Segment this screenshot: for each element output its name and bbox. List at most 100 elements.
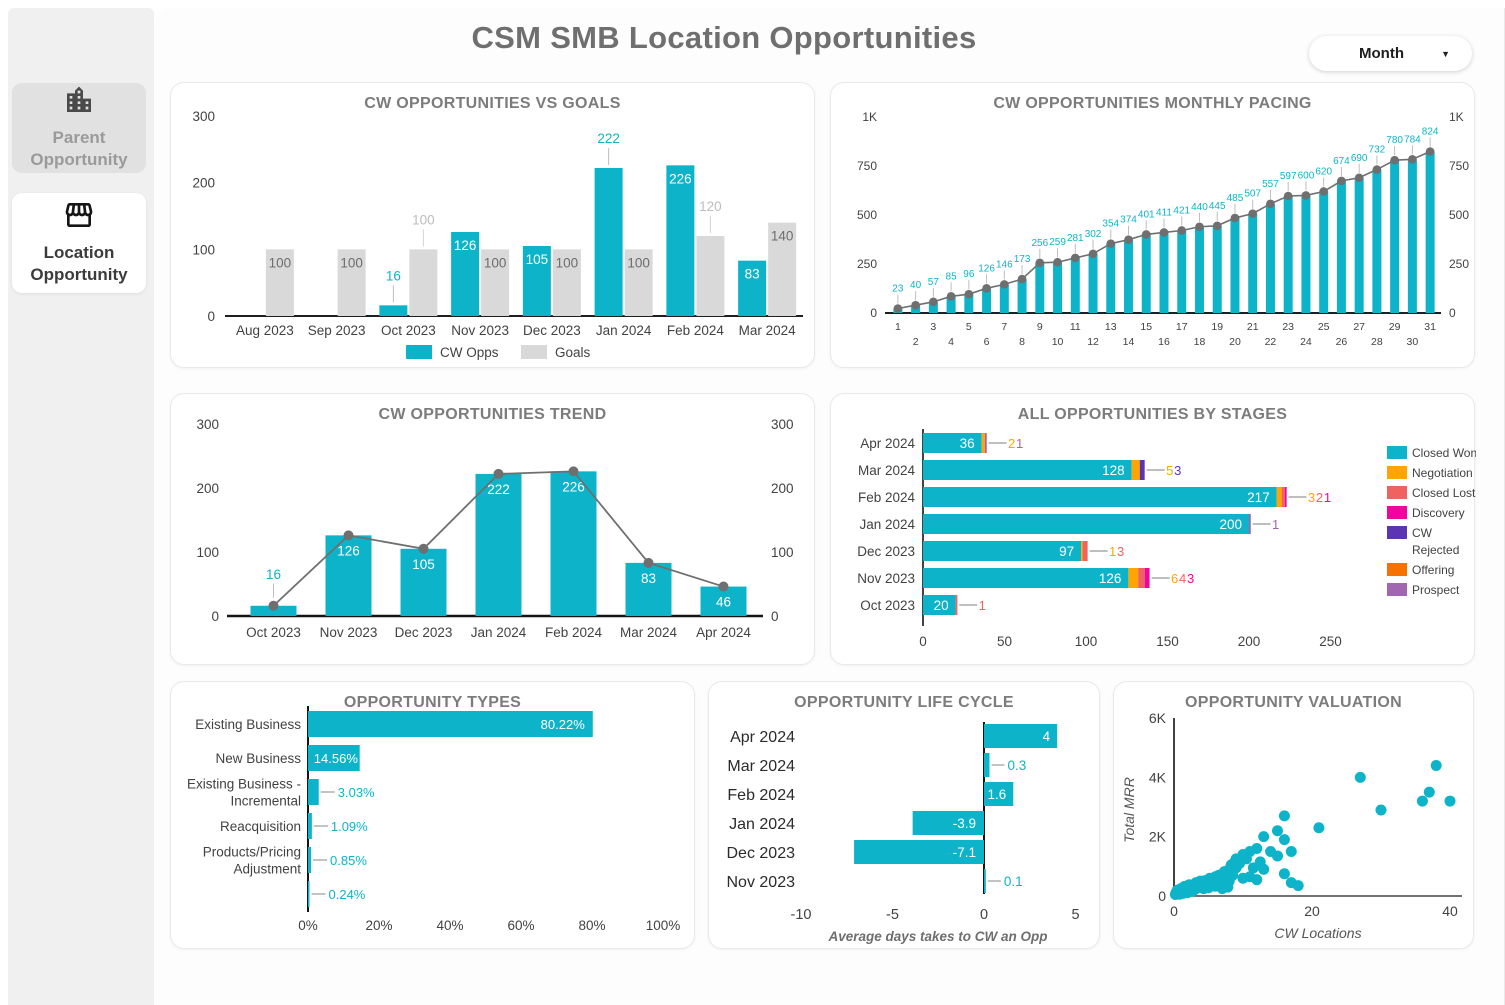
stage-segment[interactable] [923, 460, 1132, 480]
trend-point[interactable] [343, 530, 354, 541]
scatter-point[interactable] [1258, 831, 1270, 843]
trend-point[interactable] [568, 466, 579, 477]
stage-segment[interactable] [1139, 460, 1145, 480]
pacing-point[interactable] [929, 297, 938, 307]
pacing-point[interactable] [1070, 253, 1080, 263]
pacing-point[interactable] [946, 292, 956, 301]
goal-bar[interactable] [409, 249, 438, 316]
pacing-point[interactable] [1124, 235, 1133, 244]
lifecycle-bar[interactable] [984, 782, 1014, 806]
stage-segment[interactable] [923, 514, 1249, 534]
stage-segment[interactable] [984, 433, 987, 453]
pacing-point[interactable] [893, 304, 903, 313]
pacing-point[interactable] [1301, 191, 1311, 200]
cw-opps-bar[interactable] [594, 168, 623, 316]
cw-opps-bar[interactable] [451, 232, 480, 316]
pacing-point[interactable] [1354, 173, 1364, 183]
goal-bar[interactable] [696, 236, 725, 316]
trend-bar[interactable] [625, 562, 672, 616]
stage-segment[interactable] [1081, 541, 1083, 561]
legend-swatch[interactable] [406, 345, 432, 359]
pacing-bar[interactable] [1194, 226, 1204, 313]
type-bar[interactable] [308, 779, 319, 805]
pacing-point[interactable] [982, 284, 991, 293]
pacing-bar[interactable] [928, 301, 938, 313]
type-bar[interactable] [308, 745, 360, 771]
pacing-bar[interactable] [1053, 262, 1063, 313]
pacing-point[interactable] [1088, 249, 1098, 259]
stage-segment[interactable] [923, 568, 1129, 588]
pacing-bar[interactable] [1336, 180, 1346, 313]
period-dropdown[interactable]: Month ▼ [1309, 36, 1472, 71]
goal-bar[interactable] [768, 222, 797, 316]
pacing-bar[interactable] [1212, 225, 1222, 313]
pacing-bar[interactable] [1106, 243, 1116, 313]
stage-segment[interactable] [923, 541, 1082, 561]
cw-opps-bar[interactable] [379, 305, 408, 316]
trend-bar[interactable] [550, 471, 597, 616]
trend-bar[interactable] [400, 548, 447, 616]
pacing-point[interactable] [1159, 228, 1169, 237]
trend-point[interactable] [718, 581, 729, 592]
type-bar[interactable] [308, 881, 310, 907]
trend-point[interactable] [268, 600, 279, 611]
pacing-point[interactable] [1266, 199, 1275, 209]
pacing-point[interactable] [1000, 280, 1009, 289]
pacing-bar[interactable] [1425, 151, 1435, 313]
scatter-point[interactable] [1251, 843, 1263, 855]
scatter-point[interactable] [1278, 810, 1290, 822]
pacing-point[interactable] [1283, 191, 1293, 201]
pacing-point[interactable] [1230, 213, 1240, 223]
scatter-point[interactable] [1444, 795, 1456, 807]
pacing-bar[interactable] [1319, 191, 1329, 313]
pacing-bar[interactable] [1230, 217, 1240, 313]
scatter-point[interactable] [1278, 868, 1290, 880]
pacing-bar[interactable] [1124, 239, 1134, 313]
scatter-point[interactable] [1354, 771, 1366, 783]
cw-opps-bar[interactable] [738, 260, 767, 316]
scatter-point[interactable] [1423, 786, 1435, 798]
pacing-bar[interactable] [1354, 177, 1364, 313]
pacing-bar[interactable] [982, 288, 992, 313]
sidebar-item-parent-opportunity[interactable]: Parent Opportunity [12, 83, 146, 173]
pacing-bar[interactable] [1141, 234, 1151, 313]
stage-segment[interactable] [923, 487, 1277, 507]
stage-segment[interactable] [981, 433, 985, 453]
goal-bar[interactable] [337, 249, 366, 316]
lifecycle-bar[interactable] [984, 753, 990, 777]
pacing-bar[interactable] [1301, 195, 1311, 313]
stage-segment[interactable] [1082, 541, 1088, 561]
pacing-bar[interactable] [1017, 279, 1027, 313]
stage-segment[interactable] [923, 433, 982, 453]
lifecycle-bar[interactable] [984, 724, 1058, 748]
stage-segment[interactable] [955, 595, 958, 615]
scatter-point[interactable] [1285, 846, 1297, 857]
legend-swatch[interactable] [1387, 506, 1407, 519]
pacing-point[interactable] [1408, 155, 1417, 164]
scatter-point[interactable] [1313, 822, 1325, 834]
type-bar[interactable] [308, 847, 312, 873]
goal-bar[interactable] [552, 249, 581, 316]
trend-point[interactable] [418, 543, 429, 554]
trend-bar[interactable] [475, 473, 522, 616]
goal-bar[interactable] [481, 249, 510, 316]
stage-segment[interactable] [1131, 460, 1140, 480]
pacing-point[interactable] [1212, 221, 1222, 231]
legend-swatch[interactable] [1387, 583, 1407, 596]
pacing-point[interactable] [1319, 187, 1328, 196]
cw-opps-bar[interactable] [522, 246, 551, 316]
scatter-point[interactable] [1292, 880, 1304, 892]
stage-segment[interactable] [923, 595, 956, 615]
pacing-bar[interactable] [1372, 169, 1382, 313]
scatter-point[interactable] [1375, 804, 1387, 816]
pacing-point[interactable] [1248, 209, 1258, 218]
goal-bar[interactable] [624, 249, 653, 316]
lifecycle-bar[interactable] [854, 840, 984, 864]
scatter-point[interactable] [1251, 874, 1263, 886]
pacing-point[interactable] [1053, 257, 1062, 267]
pacing-bar[interactable] [964, 294, 974, 313]
cw-opps-bar[interactable] [666, 165, 695, 316]
pacing-point[interactable] [1177, 226, 1187, 235]
stage-segment[interactable] [1249, 514, 1251, 534]
scatter-point[interactable] [1272, 850, 1283, 862]
